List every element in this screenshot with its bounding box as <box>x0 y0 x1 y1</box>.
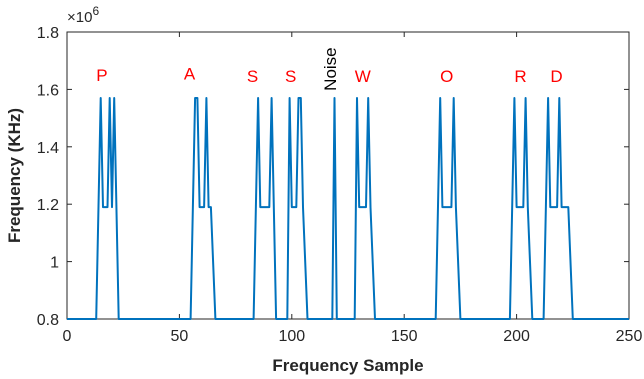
axis-labels: Frequency Sample Frequency (KHz) ×106 <box>5 4 424 375</box>
y-tick-label: 0.8 <box>37 312 59 329</box>
axes <box>66 31 630 320</box>
plot-area-frame <box>66 31 630 320</box>
annotation-label: W <box>355 67 371 86</box>
data-series <box>67 97 629 320</box>
x-tick-label: 150 <box>391 328 418 345</box>
y-tick-label: 1.2 <box>37 197 59 214</box>
annotation-label: S <box>247 67 258 86</box>
annotation-label: D <box>550 67 562 86</box>
annotation-label: R <box>514 67 526 86</box>
x-tick-label: 200 <box>503 328 530 345</box>
annotation-label: A <box>184 64 196 83</box>
y-tick-label: 1.8 <box>37 25 59 42</box>
annotation-label: Noise <box>321 47 340 90</box>
annotation-label: S <box>285 67 296 86</box>
x-axis-label: Frequency Sample <box>272 356 423 375</box>
x-tick-label: 250 <box>616 328 643 345</box>
y-axis-label: Frequency (KHz) <box>5 108 24 243</box>
y-tick-label: 1 <box>50 255 59 272</box>
y-tick-label: 1.6 <box>37 82 59 99</box>
axis-ticks: 0 50 100 150 200 250 0.8 1 1.2 1.4 1.6 1.8 <box>37 25 643 345</box>
x-tick-label: 0 <box>63 328 72 345</box>
y-exponent-prefix: ×10 <box>67 9 92 26</box>
series-line <box>67 97 629 320</box>
annotations: P A S S Noise W O R D <box>96 47 562 90</box>
annotation-label: P <box>96 66 107 85</box>
y-exponent-power: 6 <box>92 4 99 18</box>
annotation-label: O <box>440 67 453 86</box>
y-axis-exponent: ×106 <box>67 4 99 26</box>
x-tick-label: 50 <box>171 328 189 345</box>
x-tick-label: 100 <box>278 328 305 345</box>
y-tick-label: 1.4 <box>37 140 59 157</box>
